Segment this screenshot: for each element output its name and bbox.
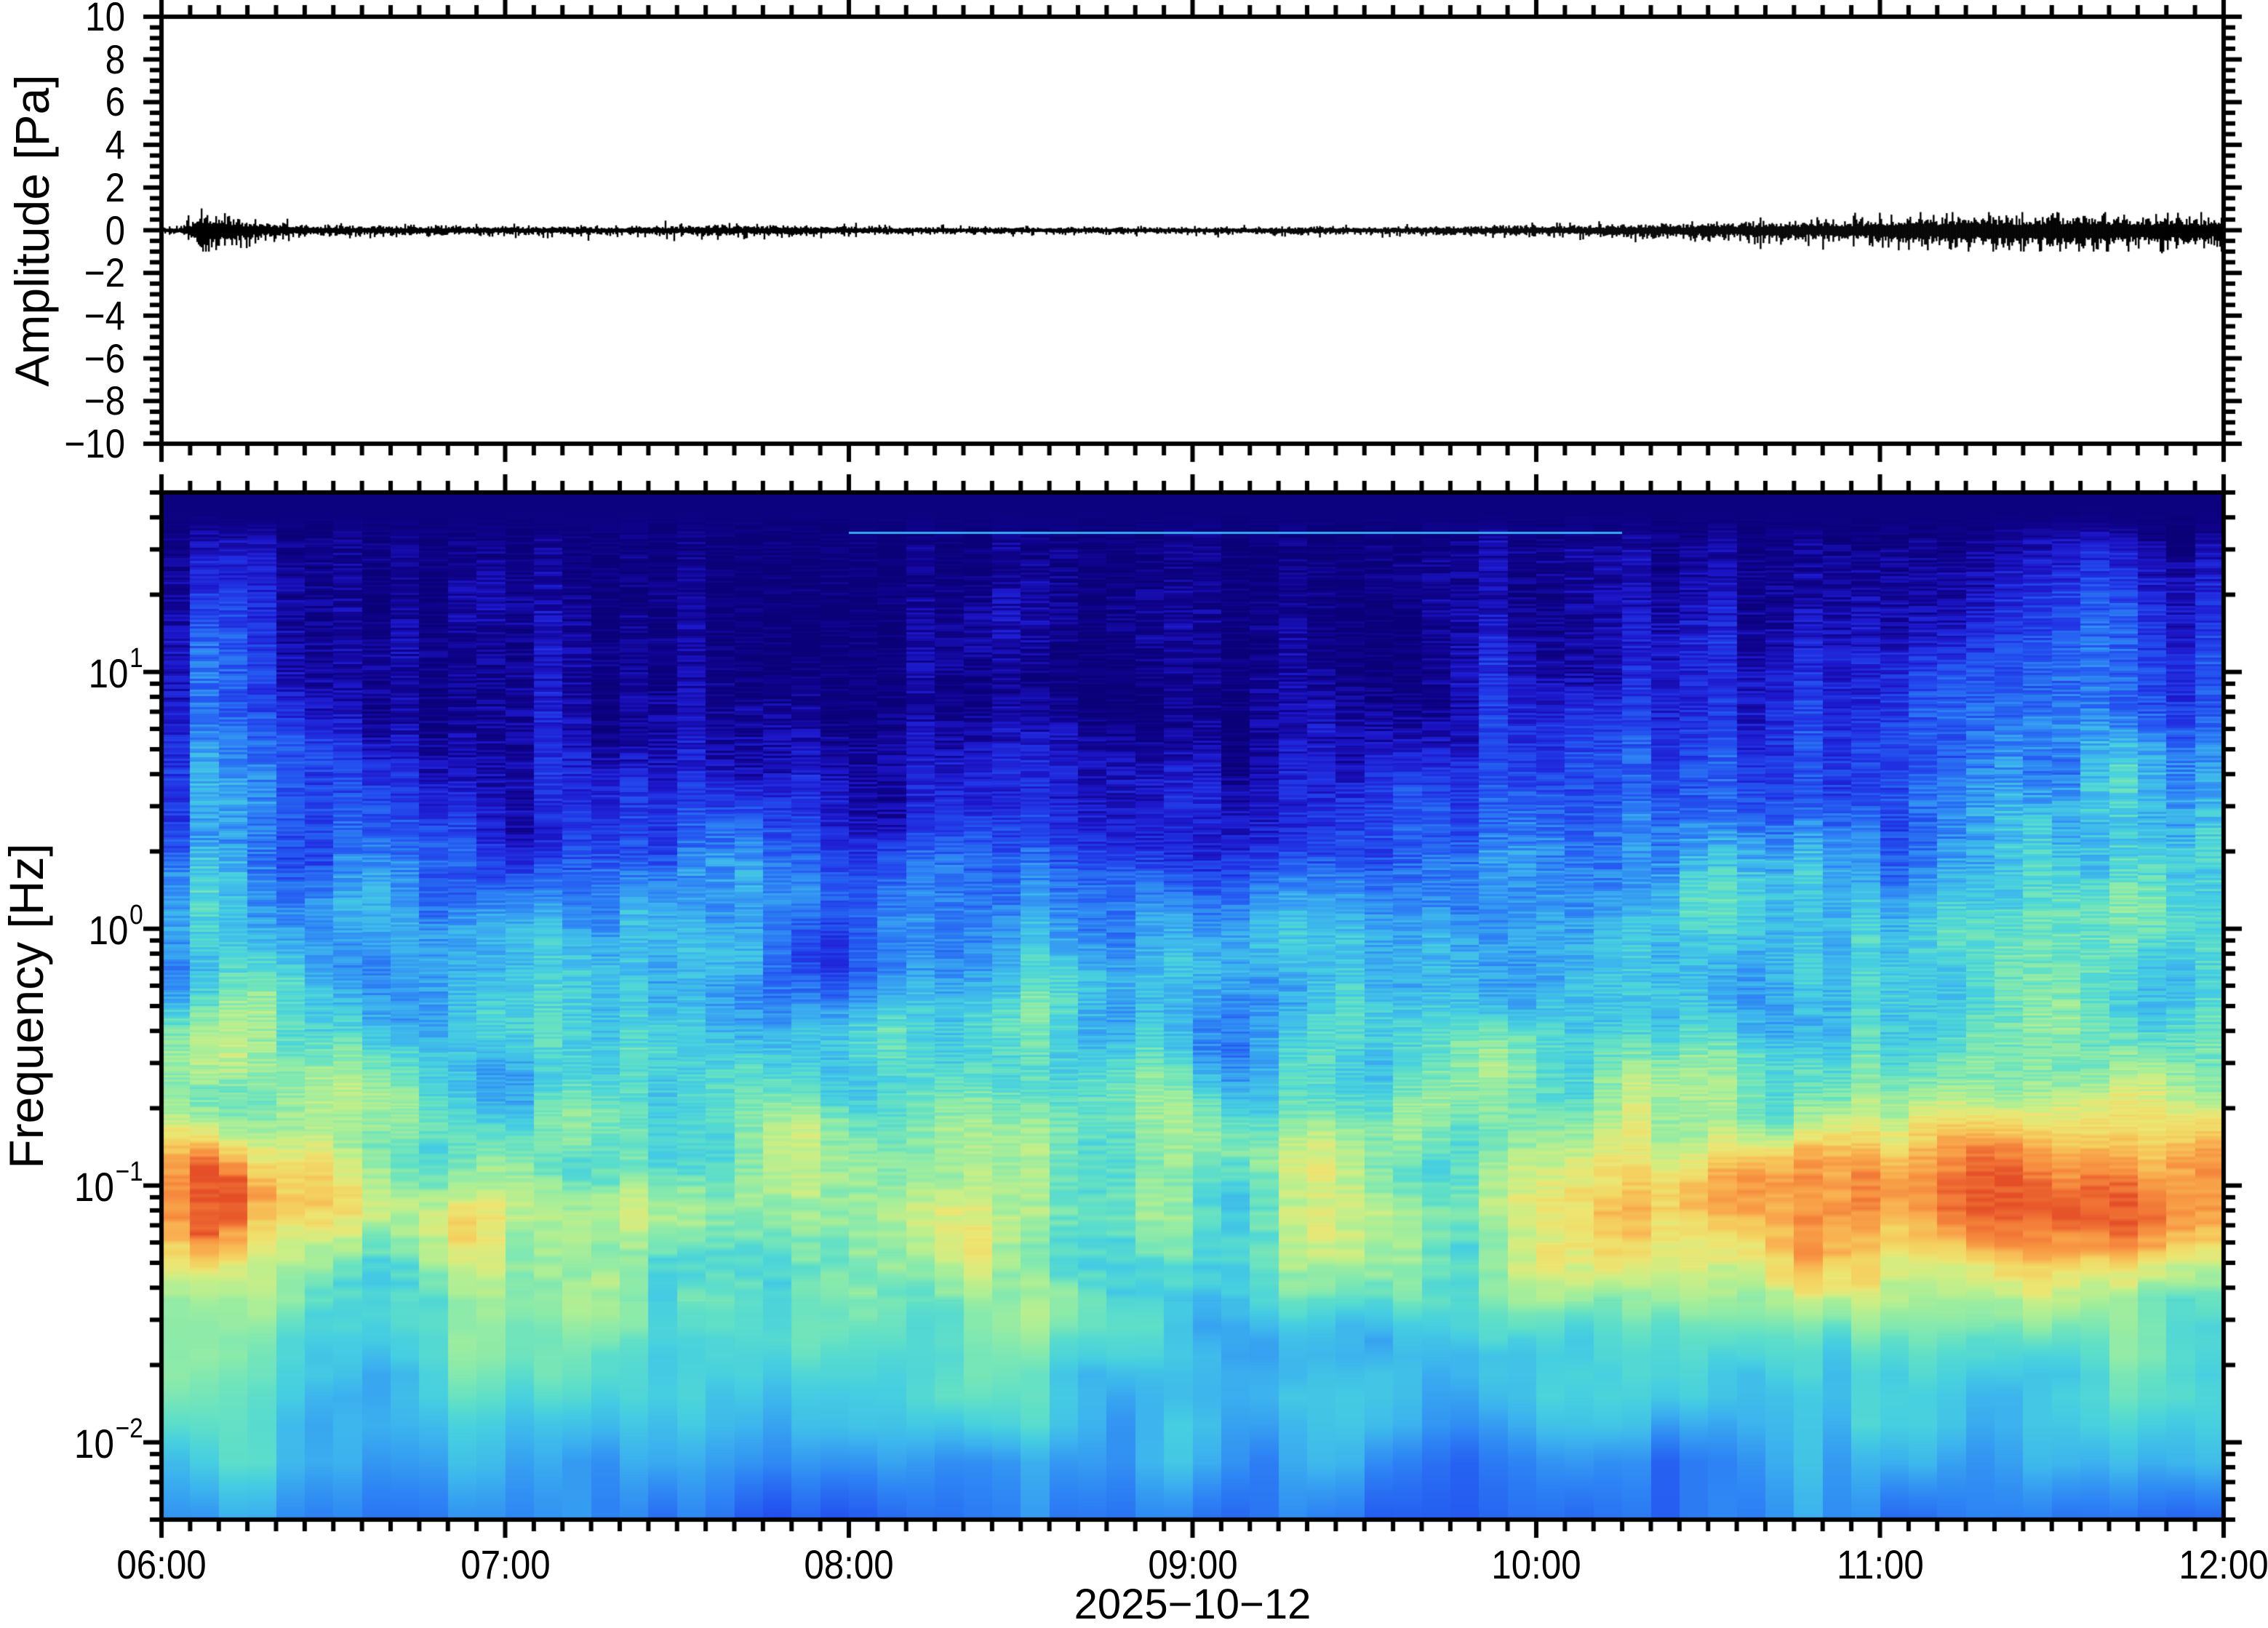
- mantissa: 10: [74, 1163, 114, 1210]
- mantissa: 10: [74, 1420, 114, 1467]
- exponent: 0: [129, 899, 143, 930]
- date-label: 2025−10−12: [1074, 1581, 1311, 1628]
- label-text: −8: [84, 378, 125, 424]
- amplitude-tick-label: −8: [79, 380, 125, 421]
- label-text: 09:00: [1147, 1541, 1238, 1587]
- label-text: 8: [105, 36, 125, 82]
- time-tick-label: 11:00: [1831, 1544, 1930, 1585]
- frequency-tick-label: 10−2: [65, 1415, 143, 1467]
- label-text: 100: [88, 901, 143, 953]
- label-text: −6: [84, 335, 125, 381]
- label-text: −10: [64, 420, 125, 466]
- mantissa: 10: [88, 906, 129, 953]
- label-text: 10: [85, 0, 125, 39]
- label-text: 2: [105, 164, 125, 210]
- label-text: 11:00: [1836, 1541, 1924, 1587]
- label-text: 6: [105, 79, 125, 125]
- label-text: 4: [105, 121, 125, 168]
- amplitude-tick-label: 8: [103, 39, 125, 80]
- time-tick-label: 06:00: [111, 1544, 212, 1585]
- label-text: −4: [84, 292, 125, 338]
- amplitude-tick-label: 2: [103, 167, 125, 208]
- label-text: −2: [84, 250, 125, 296]
- amplitude-tick-label: −2: [79, 252, 125, 293]
- time-tick-label: 09:00: [1141, 1544, 1243, 1585]
- time-tick-label: 08:00: [798, 1544, 900, 1585]
- amplitude-tick-label: −10: [56, 423, 125, 464]
- time-tick-label: 12:00: [2173, 1544, 2268, 1585]
- frequency-tick-label: 101: [81, 645, 143, 696]
- mantissa: 10: [88, 650, 129, 696]
- amplitude-tick-label: 4: [103, 124, 125, 165]
- frequency-axis-label: Frequency [Hz]: [0, 843, 53, 1169]
- exponent: 1: [129, 642, 143, 674]
- amplitude-tick-label: −6: [79, 338, 125, 379]
- label-text: 10−2: [74, 1415, 143, 1467]
- time-tick-label: 07:00: [454, 1544, 556, 1585]
- label-text: 06:00: [116, 1541, 207, 1587]
- label-text: 08:00: [804, 1541, 894, 1587]
- label-text: 10:00: [1491, 1541, 1581, 1587]
- amplitude-tick-label: −4: [79, 295, 125, 336]
- frequency-tick-label: 100: [81, 901, 143, 953]
- exponent: −1: [115, 1156, 143, 1187]
- time-tick-label: 10:00: [1485, 1544, 1587, 1585]
- exponent: −2: [115, 1413, 143, 1444]
- label-text: 12:00: [2179, 1541, 2268, 1587]
- label-text: 101: [88, 645, 143, 696]
- amplitude-tick-label: 6: [103, 81, 125, 122]
- amplitude-tick-label: 0: [103, 210, 125, 251]
- frequency-tick-label: 10−1: [65, 1158, 143, 1210]
- label-text: 10−1: [74, 1158, 143, 1210]
- label-text: 07:00: [460, 1541, 551, 1587]
- label-text: 0: [105, 207, 125, 253]
- amplitude-tick-label: 10: [80, 0, 125, 37]
- amplitude-axis-label: Amplitude [Pa]: [5, 73, 59, 387]
